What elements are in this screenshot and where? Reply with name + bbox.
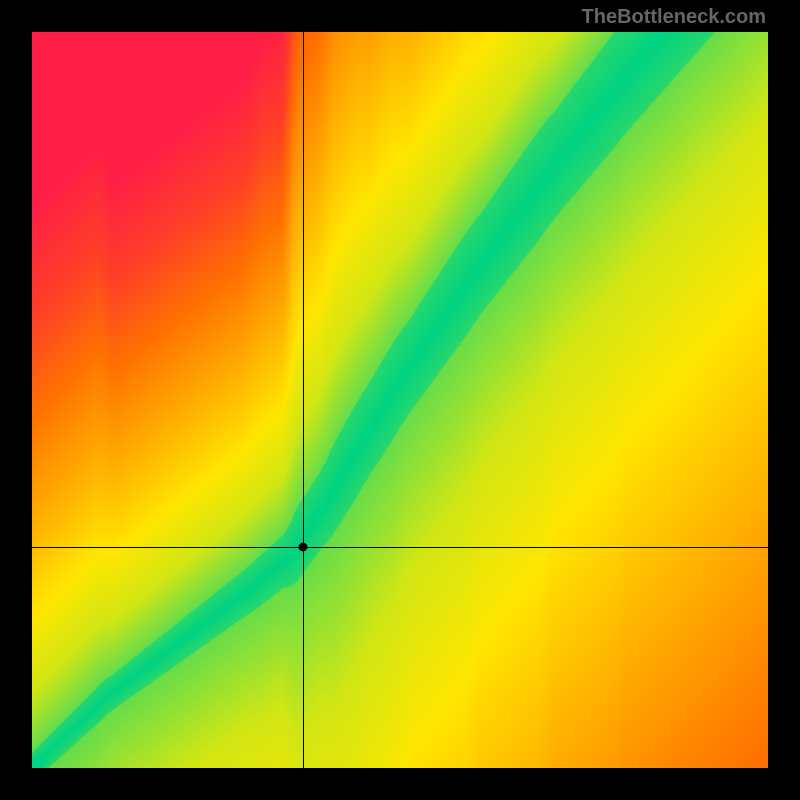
heatmap-canvas <box>32 32 768 768</box>
crosshair-horizontal <box>32 547 768 548</box>
marker-dot <box>298 543 307 552</box>
watermark-text: TheBottleneck.com <box>582 6 766 29</box>
crosshair-vertical <box>303 32 304 768</box>
heatmap-plot <box>32 32 768 768</box>
